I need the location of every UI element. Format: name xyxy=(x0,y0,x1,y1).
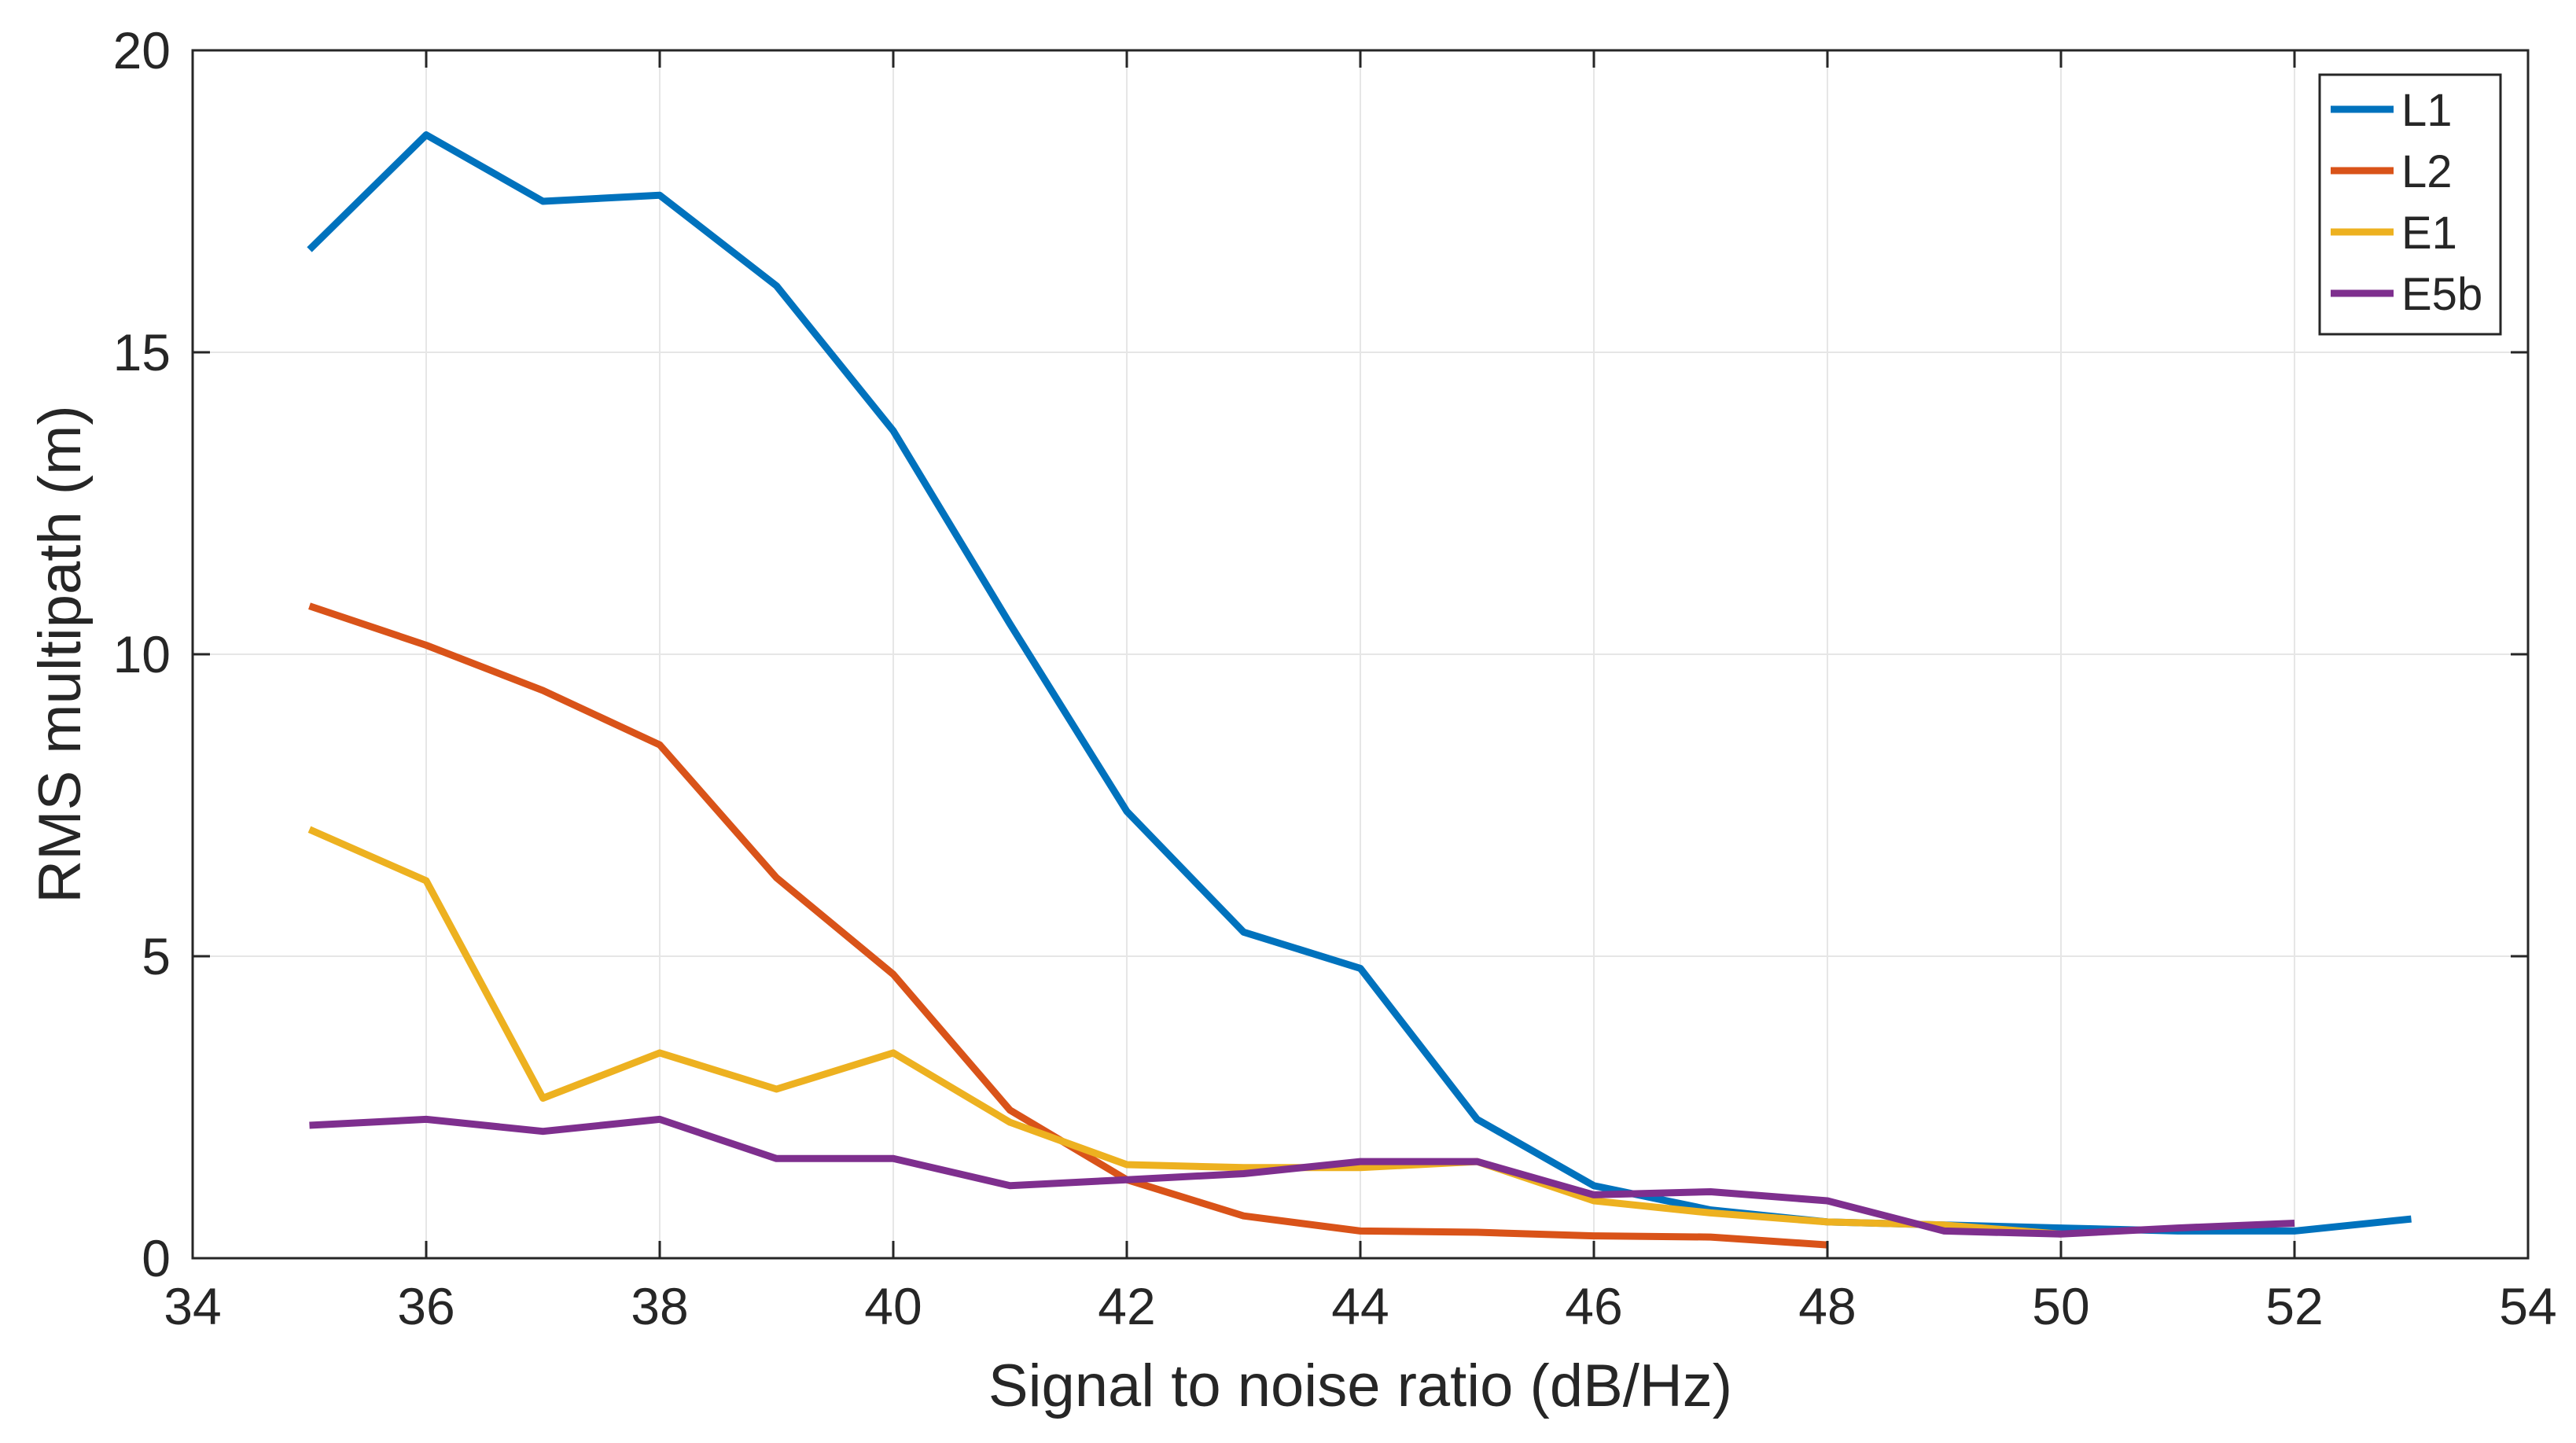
y-tick-label: 0 xyxy=(142,1229,171,1287)
x-tick-label: 54 xyxy=(2499,1277,2556,1335)
x-tick-label: 34 xyxy=(164,1277,221,1335)
x-tick-label: 52 xyxy=(2265,1277,2323,1335)
x-tick-label: 46 xyxy=(1565,1277,1622,1335)
series-line-l1 xyxy=(307,131,2412,1235)
series-line-e5b xyxy=(309,1115,2295,1238)
y-tick-label: 20 xyxy=(113,21,171,79)
x-tick-label: 38 xyxy=(631,1277,688,1335)
y-tick-label: 5 xyxy=(142,927,171,985)
grid-lines xyxy=(193,50,2528,1258)
series-lines xyxy=(307,131,2412,1249)
x-tick-label: 50 xyxy=(2032,1277,2089,1335)
x-tick-label: 40 xyxy=(864,1277,922,1335)
series-line-e1 xyxy=(307,826,2062,1238)
legend-label-e1: E1 xyxy=(2401,208,2457,259)
x-axis-title: Signal to noise ratio (dB/Hz) xyxy=(988,1353,1732,1419)
x-tick-label: 36 xyxy=(397,1277,454,1335)
legend-label-l1: L1 xyxy=(2401,85,2453,136)
legend-label-e5b: E5b xyxy=(2401,269,2482,320)
y-tick-label: 10 xyxy=(113,625,171,683)
x-tick-label: 42 xyxy=(1098,1277,1155,1335)
y-axis-title: RMS multipath (m) xyxy=(27,405,94,903)
x-tick-label: 44 xyxy=(1331,1277,1389,1335)
legend: L1 L2 E1 E5b xyxy=(2318,73,2502,336)
axis-ticks: 34 36 38 40 42 44 46 48 50 52 54 0 5 10 15 20 xyxy=(113,21,2557,1335)
legend-label-l2: L2 xyxy=(2401,146,2453,197)
y-tick-label: 15 xyxy=(113,323,171,381)
x-tick-label: 48 xyxy=(1798,1277,1856,1335)
